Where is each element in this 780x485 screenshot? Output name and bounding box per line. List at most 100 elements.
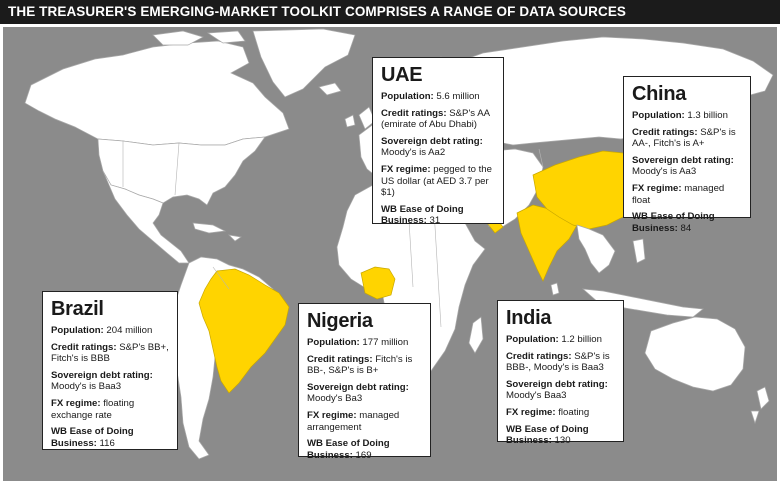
label: FX regime: xyxy=(381,163,431,175)
value: floating exchange rate xyxy=(51,397,135,421)
brazil-wb: WB Ease of Doing Business: 116 xyxy=(51,426,169,449)
value: 177 million xyxy=(359,337,409,348)
value: S&P's is AA-, Fitch's is A+ xyxy=(632,126,736,150)
brazil-highlight xyxy=(198,268,290,394)
brazil-population: Population: 204 million xyxy=(51,325,169,337)
uae-credit: Credit ratings: S&P's AA (emirate of Abu… xyxy=(381,108,495,131)
value: Moody's is Baa3 xyxy=(51,381,122,393)
uae-fx: FX regime: pegged to the US dollar (at A… xyxy=(381,164,495,199)
brazil-sovereign: Sovereign debt rating: Moody's is Baa3 xyxy=(51,370,169,393)
brazil-fx: FX regime: floating exchange rate xyxy=(51,398,169,421)
value: S&P's is BBB-, Moody's is Baa3 xyxy=(506,350,610,374)
label: Sovereign debt rating: xyxy=(632,154,734,166)
label: Sovereign debt rating: xyxy=(381,135,483,147)
iceland xyxy=(318,82,342,96)
nigeria-wb: WB Ease of Doing Business: 169 xyxy=(307,438,422,461)
label: FX regime: xyxy=(632,182,682,194)
value: Moody's Ba3 xyxy=(307,393,363,405)
sri-lanka xyxy=(550,282,560,296)
label: Population: xyxy=(381,91,434,102)
country-name-nigeria: Nigeria xyxy=(307,310,373,332)
madagascar xyxy=(468,316,484,354)
value: 169 xyxy=(352,449,372,461)
value: 84 xyxy=(677,222,692,234)
label: Credit ratings: xyxy=(51,341,117,353)
country-card-china: China Population: 1.3 billion Credit rat… xyxy=(623,76,751,234)
uae-population: Population: 5.6 million xyxy=(381,91,495,103)
india-fx: FX regime: floating xyxy=(506,407,615,419)
value: Moody's is Aa2 xyxy=(381,147,446,159)
label: FX regime: xyxy=(51,397,101,409)
value: Fitch's is BB-, S&P's is B+ xyxy=(307,353,413,377)
label: Credit ratings: xyxy=(632,126,698,138)
country-name-uae: UAE xyxy=(381,64,423,86)
india-credit: Credit ratings: S&P's is BBB-, Moody's i… xyxy=(506,351,615,374)
new-zealand xyxy=(750,386,770,425)
arctic-islands xyxy=(152,30,246,46)
nigeria-population: Population: 177 million xyxy=(307,337,422,349)
value: 130 xyxy=(551,435,571,447)
value: S&P's AA (emirate of Abu Dhabi) xyxy=(381,107,490,131)
label: WB Ease of Doing Business: xyxy=(307,438,390,461)
label: Population: xyxy=(307,337,360,348)
label: Sovereign debt rating: xyxy=(51,369,153,381)
header-bar: THE TREASURER'S EMERGING-MARKET TOOLKIT … xyxy=(0,0,780,24)
australia xyxy=(644,316,746,392)
value: floating xyxy=(555,406,590,418)
label: WB Ease of Doing Business: xyxy=(381,203,464,227)
label: Credit ratings: xyxy=(506,350,572,362)
label: Population: xyxy=(632,110,685,121)
southeast-asia xyxy=(576,224,616,274)
value: 204 million xyxy=(103,325,153,336)
uae-wb: WB Ease of Doing Business: 31 xyxy=(381,204,495,227)
country-card-nigeria: Nigeria Population: 177 million Credit r… xyxy=(298,303,431,461)
china-population: Population: 1.3 billion xyxy=(632,110,742,122)
country-card-brazil: Brazil Population: 204 million Credit ra… xyxy=(42,291,178,450)
mexico-central-america xyxy=(102,170,190,264)
nigeria-credit: Credit ratings: Fitch's is BB-, S&P's is… xyxy=(307,354,422,377)
nigeria-fx: FX regime: managed arrangement xyxy=(307,410,422,433)
uae-sovereign: Sovereign debt rating: Moody's is Aa2 xyxy=(381,136,495,159)
china-sovereign: Sovereign debt rating: Moody's is Aa3 xyxy=(632,155,742,178)
label: Population: xyxy=(51,325,104,336)
label: Credit ratings: xyxy=(307,353,373,365)
brazil-credit: Credit ratings: S&P's BB+, Fitch's is BB… xyxy=(51,342,169,365)
value: 31 xyxy=(426,215,441,227)
value: pegged to the US dollar (at AED 3.7 per … xyxy=(381,163,492,199)
label: Sovereign debt rating: xyxy=(307,381,409,393)
china-fx: FX regime: managed float xyxy=(632,183,742,206)
label: FX regime: xyxy=(307,409,357,421)
india-wb: WB Ease of Doing Business: 130 xyxy=(506,424,615,447)
value: managed float xyxy=(632,182,725,206)
label: FX regime: xyxy=(506,406,556,418)
label: Sovereign debt rating: xyxy=(506,378,608,390)
nigeria-highlight xyxy=(360,266,396,300)
label: WB Ease of Doing Business: xyxy=(632,211,715,234)
value: Moody's Baa3 xyxy=(506,390,567,402)
greenland xyxy=(252,28,356,98)
china-credit: Credit ratings: S&P's is AA-, Fitch's is… xyxy=(632,127,742,150)
value: managed arrangement xyxy=(307,409,400,433)
label: WB Ease of Doing Business: xyxy=(51,426,134,449)
value: 1.2 billion xyxy=(558,334,602,345)
india-sovereign: Sovereign debt rating: Moody's Baa3 xyxy=(506,379,615,402)
value: S&P's BB+, Fitch's is BBB xyxy=(51,341,169,365)
country-name-india: India xyxy=(506,307,552,329)
value: 116 xyxy=(96,437,115,449)
value: 1.3 billion xyxy=(684,110,728,121)
india-population: Population: 1.2 billion xyxy=(506,334,615,346)
country-name-brazil: Brazil xyxy=(51,298,104,320)
value: 5.6 million xyxy=(433,91,480,102)
country-name-china: China xyxy=(632,83,687,105)
label: WB Ease of Doing Business: xyxy=(506,423,589,447)
value: Moody's is Aa3 xyxy=(632,166,697,178)
north-america-north xyxy=(24,40,290,146)
china-wb: WB Ease of Doing Business: 84 xyxy=(632,211,742,234)
page-title: THE TREASURER'S EMERGING-MARKET TOOLKIT … xyxy=(8,4,627,19)
label: Credit ratings: xyxy=(381,107,447,119)
caribbean xyxy=(192,222,242,242)
label: Population: xyxy=(506,334,559,345)
country-card-uae: UAE Population: 5.6 million Credit ratin… xyxy=(372,57,504,227)
country-card-india: India Population: 1.2 billion Credit rat… xyxy=(497,300,624,446)
nigeria-sovereign: Sovereign debt rating: Moody's Ba3 xyxy=(307,382,422,405)
